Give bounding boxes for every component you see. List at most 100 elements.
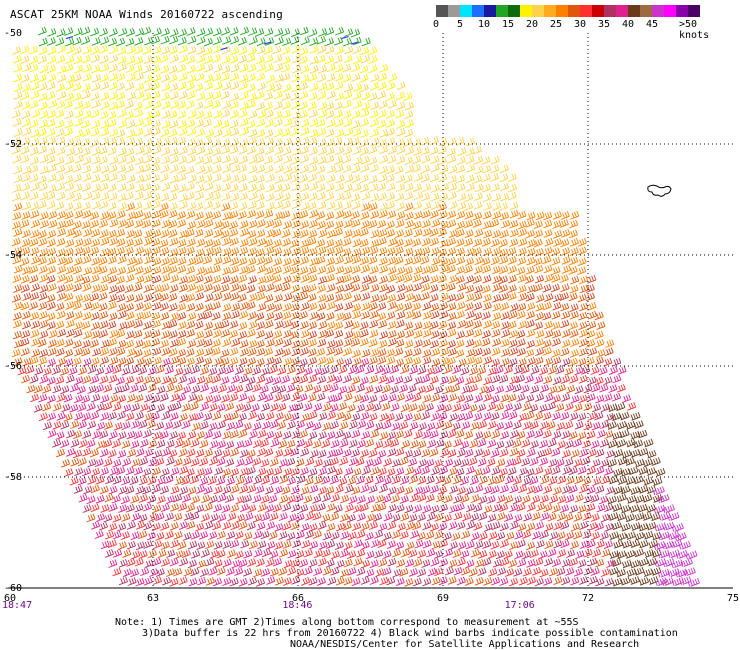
wind-barb [290, 357, 300, 367]
wind-barb [89, 339, 99, 348]
wind-barb [115, 376, 125, 386]
wind-barb [318, 275, 328, 285]
wind-barb [234, 384, 244, 394]
wind-barb [351, 164, 361, 174]
wind-barb [81, 147, 91, 157]
wind-barb [20, 337, 30, 347]
wind-barb [277, 385, 287, 394]
wind-barb [291, 44, 301, 54]
wind-barb [338, 385, 348, 395]
wind-barb [46, 91, 56, 101]
wind-barb [534, 466, 544, 475]
wind-barb [278, 531, 288, 540]
wind-barb [369, 329, 379, 339]
wind-barb [212, 430, 222, 440]
wind-barb [126, 137, 136, 146]
wind-barb [452, 458, 462, 468]
wind-barb [63, 100, 73, 109]
wind-barb [465, 183, 475, 192]
wind-barb [379, 275, 389, 285]
wind-barb [518, 484, 528, 494]
wind-barb [313, 549, 323, 559]
wind-barb [583, 421, 593, 431]
color-swatch [676, 5, 688, 17]
wind-barb [425, 367, 436, 376]
wind-barb [38, 46, 48, 56]
wind-barb [256, 578, 266, 587]
wind-barb [253, 530, 263, 540]
wind-barb [404, 321, 414, 331]
wind-barb [342, 274, 352, 283]
wind-barb [420, 283, 431, 292]
wind-barb [226, 384, 236, 394]
wind-barb [168, 202, 178, 211]
wind-barb [378, 100, 388, 110]
wind-barb [91, 238, 101, 248]
wind-barb [47, 184, 57, 193]
wind-barb [356, 512, 366, 522]
wind-barb [347, 531, 357, 541]
wind-barb [482, 220, 492, 230]
wind-barb [257, 429, 267, 439]
wind-barb [303, 566, 313, 576]
wind-barb [281, 100, 291, 110]
wind-barb [474, 155, 484, 165]
wind-barb [81, 90, 91, 100]
wind-barb [281, 393, 291, 402]
wind-barb [276, 421, 286, 430]
wind-barb [256, 447, 267, 457]
wind-barb [29, 191, 39, 201]
wind-barb [282, 521, 292, 531]
wind-barb [553, 521, 563, 531]
wind-barb [212, 155, 222, 165]
wind-barb [260, 494, 270, 504]
wind-barb [474, 183, 484, 193]
wind-barb [326, 265, 336, 275]
wind-barb [460, 366, 470, 376]
wind-barb [161, 576, 172, 586]
wind-barb [316, 54, 326, 64]
wind-barb [203, 110, 213, 120]
wind-barb [103, 402, 113, 411]
wind-barb [343, 118, 353, 128]
wind-barb [483, 376, 493, 386]
wind-barb [512, 457, 522, 466]
wind-barb [437, 228, 447, 237]
wind-barb [498, 284, 508, 293]
wind-barb [46, 81, 56, 91]
wind-barb [588, 522, 598, 531]
wind-barb [308, 577, 318, 586]
wind-barb [29, 375, 39, 384]
wind-barb [300, 447, 310, 457]
wind-barb [77, 457, 87, 467]
wind-barb [72, 220, 82, 230]
wind-barb [342, 201, 352, 210]
wind-barb [412, 357, 422, 366]
wind-barb [551, 310, 561, 320]
wind-barb [325, 220, 335, 230]
wind-barb [196, 541, 206, 551]
wind-barb [539, 439, 549, 449]
wind-barb [405, 466, 415, 476]
wind-barb [568, 484, 578, 494]
wind-barb [87, 420, 97, 430]
wind-barb [404, 101, 414, 111]
wind-barb [135, 577, 145, 587]
wind-barb [516, 338, 526, 348]
wind-barb [491, 193, 502, 202]
wind-barb [620, 522, 631, 532]
wind-barb [37, 26, 47, 36]
wind-barb [22, 165, 32, 175]
wind-barb [605, 412, 615, 422]
wind-barb [116, 238, 126, 247]
wind-barb [108, 101, 119, 111]
wind-barb [325, 27, 335, 36]
wind-barb [30, 90, 40, 100]
wind-barb [318, 101, 328, 111]
wind-barb [176, 210, 187, 220]
wind-barb [368, 219, 378, 229]
wind-barb [98, 329, 108, 339]
wind-barb [222, 237, 232, 246]
wind-barb [160, 541, 170, 550]
wind-barb [582, 476, 592, 486]
